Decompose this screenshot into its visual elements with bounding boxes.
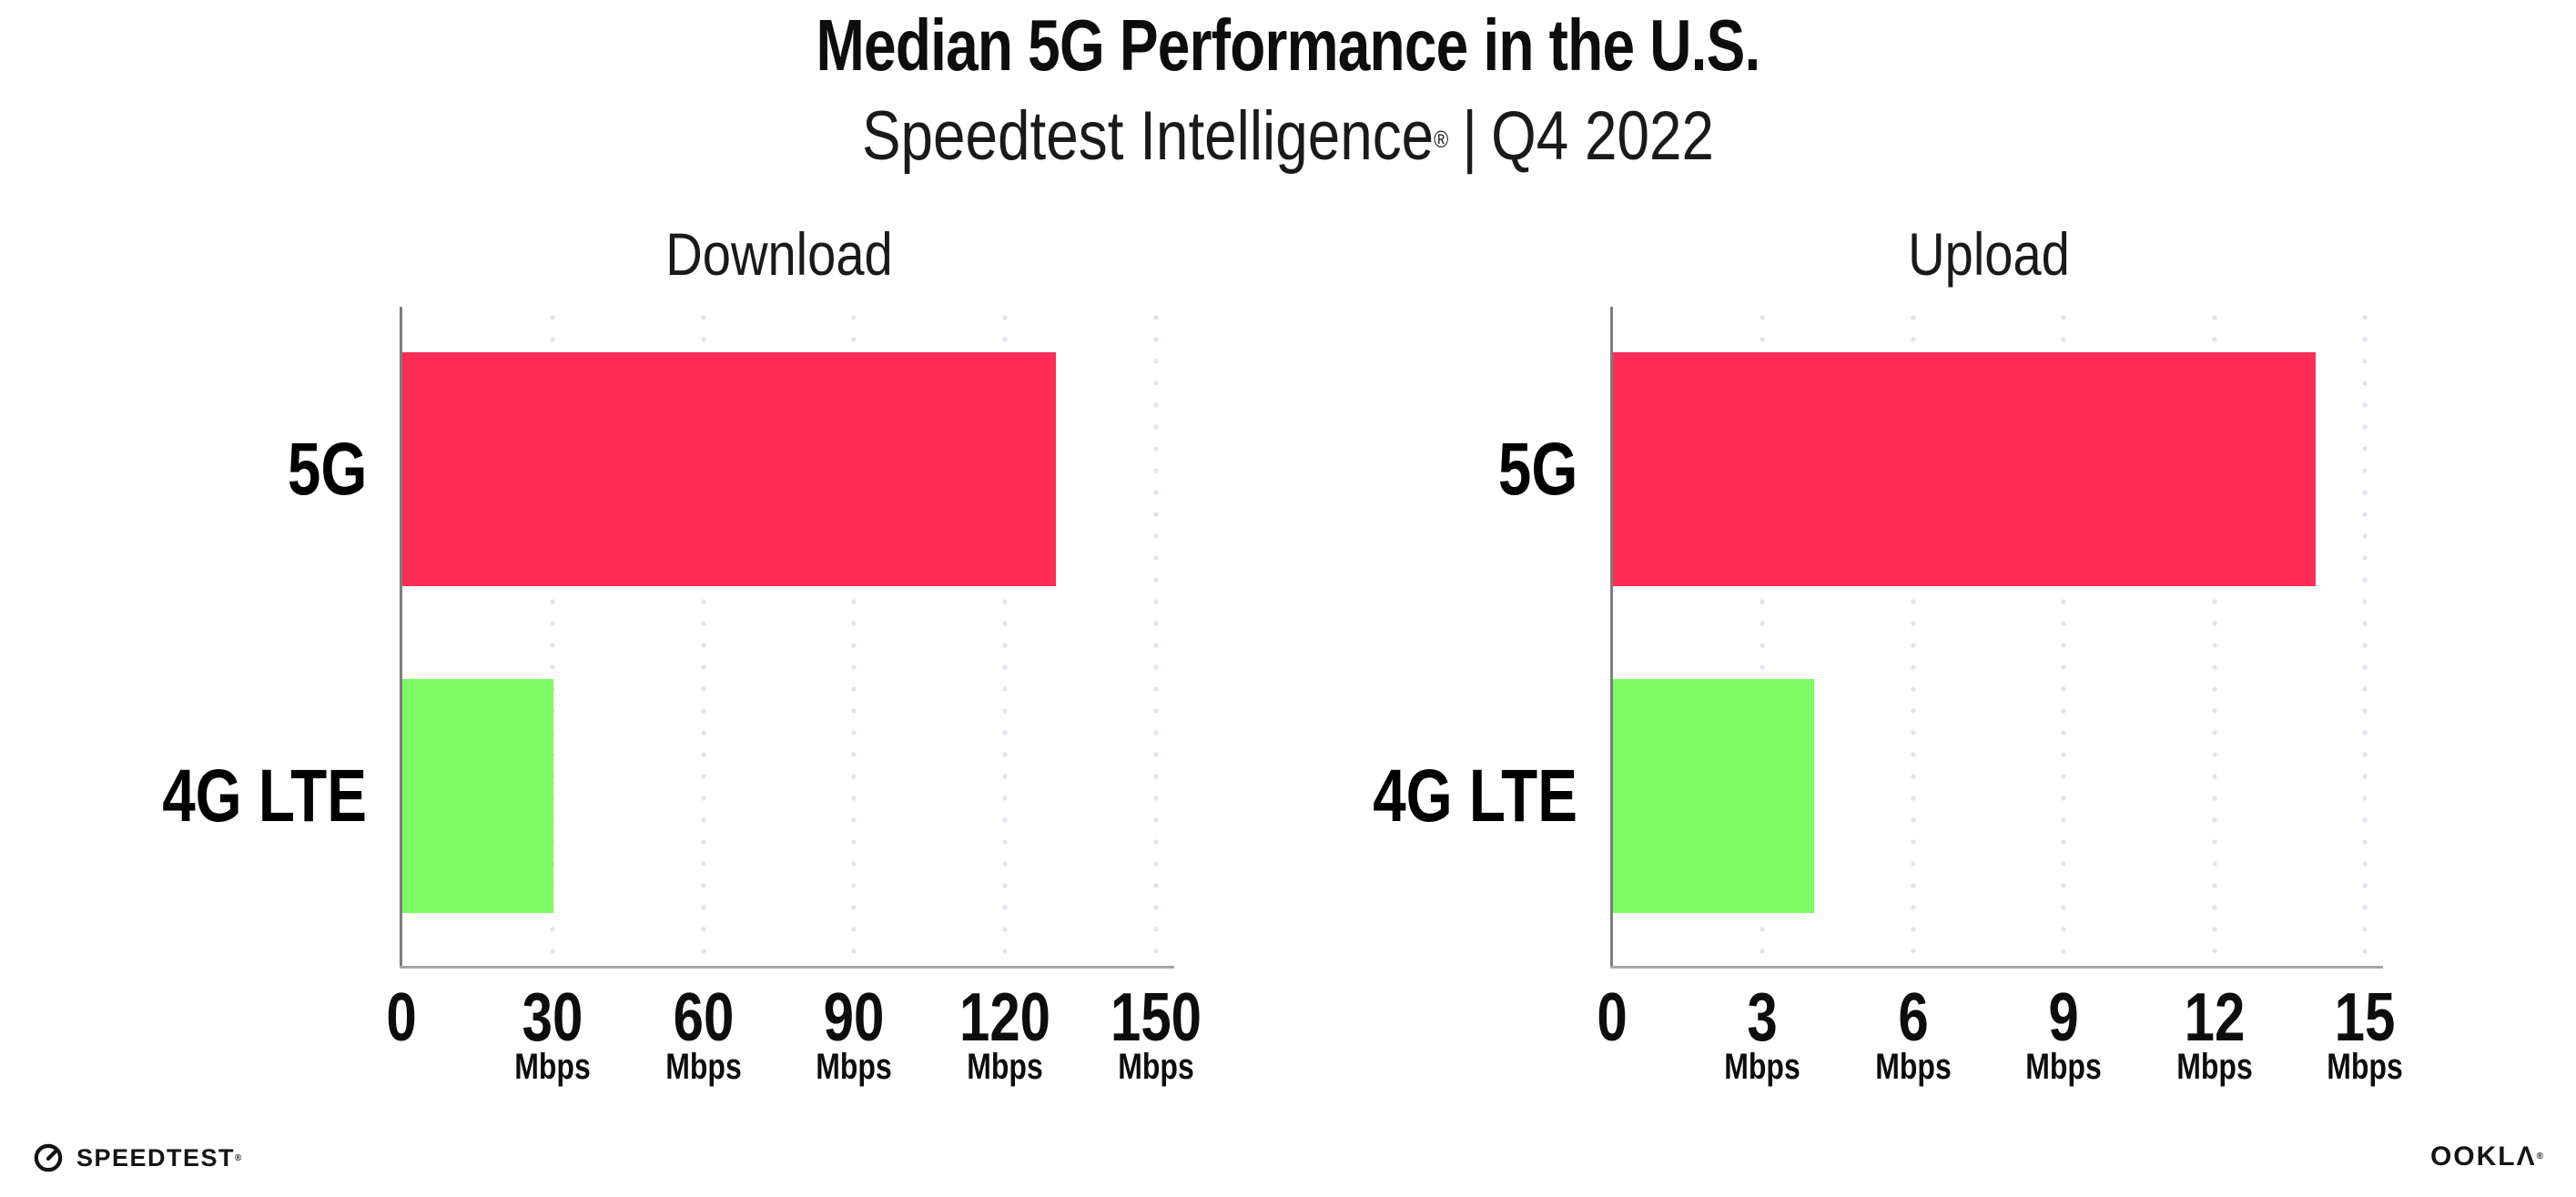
page-title: Median 5G Performance in the U.S. bbox=[816, 5, 1761, 86]
category-label-4g-lte: 4G LTE bbox=[1373, 754, 1577, 837]
x-tick-label: 0 bbox=[1597, 979, 1628, 1055]
ookla-wordmark: OOKLΛ® bbox=[2429, 1141, 2545, 1172]
chart-title: Upload bbox=[1907, 220, 2070, 288]
category-label-4g-lte: 4G LTE bbox=[162, 754, 367, 837]
x-tick-unit: Mbps bbox=[514, 1047, 591, 1087]
gridline bbox=[2362, 307, 2368, 967]
x-tick-label: 6 bbox=[1898, 979, 1929, 1055]
ookla-registered-mark: ® bbox=[2536, 1151, 2545, 1161]
x-axis bbox=[400, 966, 1174, 969]
gridline bbox=[2211, 307, 2217, 967]
gridline bbox=[2061, 307, 2067, 967]
x-tick-label: 3 bbox=[1747, 979, 1779, 1055]
bar-5g bbox=[1613, 352, 2316, 586]
x-tick-label: 120 bbox=[959, 979, 1051, 1055]
x-tick-unit: Mbps bbox=[2025, 1047, 2102, 1087]
bar-5g bbox=[402, 352, 1057, 586]
x-tick-unit: Mbps bbox=[1875, 1047, 1952, 1087]
gridline bbox=[1760, 307, 1766, 967]
gridline bbox=[700, 307, 706, 967]
x-tick-label: 60 bbox=[673, 979, 734, 1055]
category-label-5g: 5G bbox=[287, 427, 367, 511]
x-tick-label: 12 bbox=[2184, 979, 2245, 1055]
speedtest-logo: SPEEDTEST® bbox=[33, 1141, 243, 1174]
subtitle-separator: | bbox=[1462, 97, 1477, 175]
x-tick-unit: Mbps bbox=[1118, 1047, 1194, 1087]
x-tick-label: 30 bbox=[522, 979, 583, 1055]
gridline bbox=[1153, 307, 1159, 967]
x-tick-label: 150 bbox=[1110, 979, 1202, 1055]
upload-chart: Upload 0 3 Mbps 6 Mbps 9 Mbps 12 Mbps 15 Mbps 5G 4G L… bbox=[1373, 224, 2403, 1085]
download-chart: Download 0 30 Mbps 60 Mbps 90 Mbps 120 Mbps 150 Mbp… bbox=[162, 224, 1202, 1085]
x-tick-label: 15 bbox=[2334, 979, 2396, 1055]
gridline bbox=[549, 307, 555, 967]
speedtest-wordmark: SPEEDTEST® bbox=[76, 1143, 243, 1172]
gridline bbox=[1002, 307, 1009, 967]
subtitle-brand: Speedtest Intelligence bbox=[861, 97, 1435, 175]
category-label-5g: 5G bbox=[1497, 427, 1577, 511]
subtitle-period: Q4 2022 bbox=[1491, 97, 1715, 175]
page-subtitle: Speedtest Intelligence® | Q4 2022 bbox=[206, 102, 2369, 171]
bar-4g-lte bbox=[402, 679, 553, 913]
y-axis bbox=[400, 307, 402, 967]
bar-4g-lte bbox=[1613, 679, 1814, 913]
x-tick-unit: Mbps bbox=[967, 1047, 1043, 1087]
x-tick-unit: Mbps bbox=[1724, 1047, 1801, 1087]
x-tick-unit: Mbps bbox=[2327, 1047, 2403, 1087]
x-tick-label: 0 bbox=[386, 979, 417, 1055]
speedtest-registered-mark: ® bbox=[235, 1152, 243, 1163]
x-tick-label: 9 bbox=[2048, 979, 2079, 1055]
chart-title: Download bbox=[664, 220, 893, 288]
gridline bbox=[1910, 307, 1916, 967]
x-tick-label: 90 bbox=[824, 979, 885, 1055]
x-tick-unit: Mbps bbox=[664, 1047, 742, 1087]
registered-mark: ® bbox=[1434, 126, 1449, 153]
speedtest-gauge-icon bbox=[34, 1143, 63, 1172]
gridline bbox=[851, 307, 857, 967]
x-axis bbox=[1610, 966, 2383, 969]
x-tick-unit: Mbps bbox=[2175, 1047, 2253, 1087]
x-tick-unit: Mbps bbox=[816, 1047, 893, 1087]
y-axis bbox=[1610, 307, 1613, 967]
